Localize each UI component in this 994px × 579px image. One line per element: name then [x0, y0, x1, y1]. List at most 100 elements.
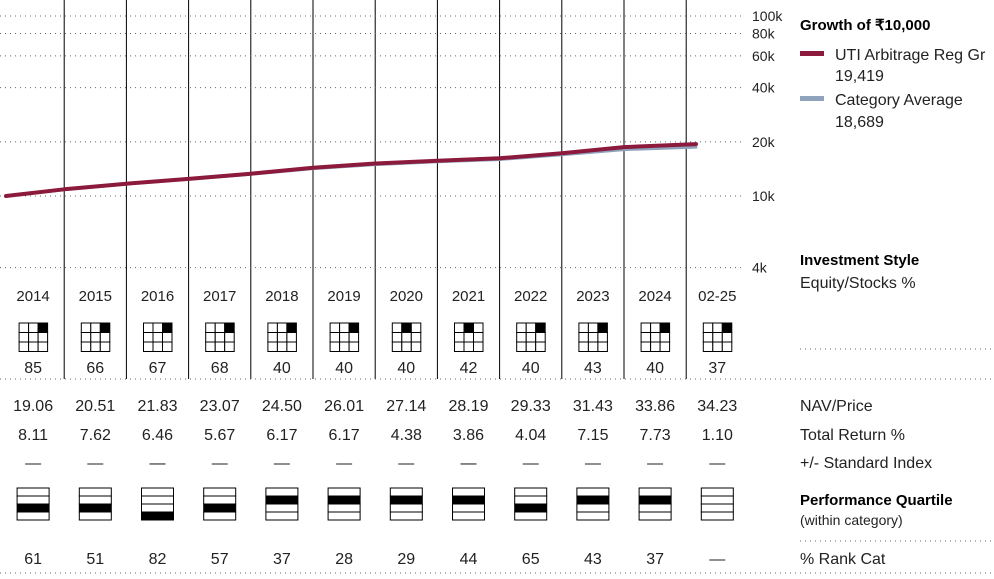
quartile-cell [514, 511, 548, 521]
year-label: 2017 [203, 288, 236, 305]
style-cell [329, 341, 341, 352]
style-cell-filled [99, 322, 111, 333]
table-cell: 4.04 [515, 427, 546, 444]
style-cell [276, 332, 288, 343]
table-cell: — [398, 455, 414, 472]
quartile-cell-filled [327, 495, 361, 505]
rank-value: 51 [86, 551, 104, 568]
table-cell: 31.43 [573, 398, 613, 415]
year-label: 2014 [16, 288, 49, 305]
table-cell: — [87, 455, 103, 472]
style-cell [712, 341, 723, 352]
equity-value: 40 [646, 360, 664, 377]
style-cell [18, 332, 30, 343]
style-cell [410, 341, 422, 352]
quartile-cell [452, 511, 485, 521]
style-box [18, 322, 49, 352]
style-cell-filled [37, 322, 49, 333]
style-cell [286, 341, 297, 352]
style-cell [152, 341, 163, 352]
quartile-box [452, 487, 485, 521]
style-cell [329, 322, 341, 333]
quartile-cell [638, 487, 672, 497]
data-table: 19.06 20.51 21.83 23.07 24.50 26.01 27.14 28.19… [13, 398, 737, 472]
style-cell [640, 332, 652, 343]
table-cell: 7.62 [80, 427, 111, 444]
style-box [80, 322, 111, 352]
quartile-cell-filled [638, 495, 672, 505]
rank-row: 61 51 82 57 37 28 29 44 65 43 37 — [24, 551, 725, 568]
table-cell: 8.11 [18, 427, 48, 444]
y-tick-label: 60k [752, 48, 776, 64]
style-cell [28, 322, 39, 333]
table-cell: 7.73 [640, 427, 671, 444]
table-cell: 24.50 [262, 398, 302, 415]
style-cell [535, 341, 546, 352]
year-label: 02-25 [698, 288, 736, 305]
quartile-cell-filled [78, 503, 112, 513]
style-cell [401, 341, 412, 352]
quartile-box [78, 487, 112, 521]
style-cell-filled [401, 322, 412, 333]
year-label: 2016 [141, 288, 174, 305]
table-cell: — [709, 455, 725, 472]
equity-value: 42 [460, 360, 478, 377]
quartile-cell [203, 487, 237, 497]
style-cell [516, 341, 527, 352]
style-cell [214, 341, 226, 352]
style-cell [659, 332, 671, 343]
rank-label: % Rank Cat [800, 551, 886, 568]
year-label: 2020 [390, 288, 423, 305]
style-cell-filled [535, 322, 546, 333]
quartile-cell-filled [16, 503, 50, 513]
legend-fund-value: 19,419 [835, 68, 884, 85]
table-cell: 6.46 [142, 427, 173, 444]
table-cell: — [274, 455, 290, 472]
quartile-box [514, 487, 548, 521]
quartile-cell-filled [265, 495, 299, 505]
style-cell [143, 341, 154, 352]
y-tick-label: 4k [752, 260, 768, 276]
style-boxes [18, 322, 733, 352]
style-cell-filled [348, 322, 360, 333]
rank-value: 61 [24, 551, 42, 568]
style-cell [525, 322, 537, 333]
style-cell [597, 341, 608, 352]
chart-title: Growth of ₹10,000 [800, 17, 930, 34]
style-cell [516, 332, 527, 343]
quartile-cell [576, 511, 610, 521]
style-cell [702, 332, 714, 343]
style-cell [712, 322, 723, 333]
quartile-cell [203, 495, 237, 505]
style-cell-filled [659, 322, 671, 333]
quartile-cell-filled [141, 511, 174, 521]
style-box [702, 322, 733, 352]
style-cell [267, 332, 278, 343]
table-cell: 19.06 [13, 398, 53, 415]
table-cell: 5.67 [204, 427, 235, 444]
style-cell-filled [162, 322, 173, 333]
equity-value: 37 [708, 360, 726, 377]
style-cell [90, 341, 101, 352]
legend: Growth of ₹10,000 UTI Arbitrage Reg Gr 1… [800, 17, 986, 131]
equity-percent-row: 85 66 67 68 40 40 40 42 40 43 40 37 [24, 360, 726, 377]
quartile-cell [78, 495, 112, 505]
table-cell: — [585, 455, 601, 472]
y-tick-label: 100k [752, 8, 783, 24]
table-cell: 7.15 [577, 427, 608, 444]
table-cell: 20.51 [75, 398, 115, 415]
quartile-box [265, 487, 299, 521]
rank-value: 65 [522, 551, 540, 568]
style-cell [80, 322, 92, 333]
y-tick-label: 10k [752, 188, 776, 204]
quartile-cell [265, 511, 299, 521]
style-cell [152, 322, 163, 333]
style-cell [473, 341, 484, 352]
style-cell [348, 341, 360, 352]
style-cell [80, 341, 92, 352]
quartile-cell [389, 487, 423, 497]
quartile-cell [265, 487, 299, 497]
style-cell [650, 322, 661, 333]
